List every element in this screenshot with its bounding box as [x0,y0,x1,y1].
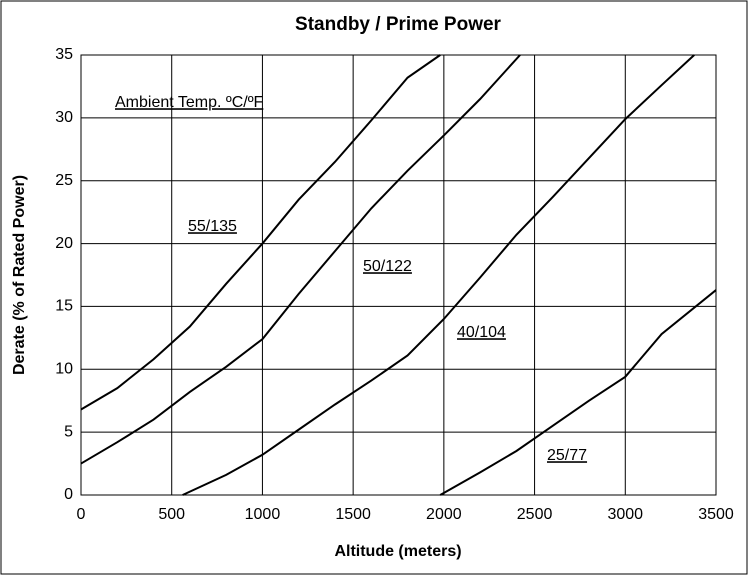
y-tick-label: 5 [64,423,73,440]
x-tick-label: 3500 [698,506,734,523]
y-tick-label: 20 [55,235,73,252]
y-tick-label: 15 [55,298,73,315]
series-label: 25/77 [547,447,587,464]
x-tick-label: 2500 [517,506,553,523]
line [182,54,695,496]
x-axis-label: Altitude (meters) [334,543,461,560]
x-tick-label: 1500 [335,506,371,523]
plot-border [80,54,717,496]
y-tick-label: 0 [64,486,73,503]
annotation: Ambient Temp. ºC/ºF [115,94,264,111]
series-label: 40/104 [457,324,506,341]
series-label: 50/122 [363,258,412,275]
y-tick-label: 30 [55,109,73,126]
series-label: 55/135 [188,218,237,235]
x-tick-label: 1000 [245,506,281,523]
line [439,289,717,496]
chart-title: Standby / Prime Power [295,14,501,35]
line [80,54,441,411]
x-tick-label: 3000 [607,506,643,523]
line [80,54,521,465]
y-tick-label: 25 [55,172,73,189]
y-tick-label: 35 [55,46,73,63]
y-axis-label: Derate (% of Rated Power) [11,175,28,375]
y-tick-label: 10 [55,361,73,378]
x-tick-label: 2000 [426,506,462,523]
x-tick-label: 0 [77,506,86,523]
x-tick-label: 500 [158,506,185,523]
